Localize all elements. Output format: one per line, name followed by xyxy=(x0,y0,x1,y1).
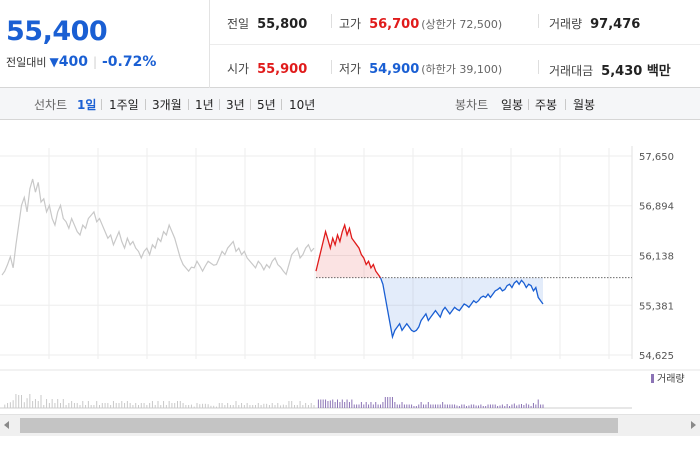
volume-bars xyxy=(0,369,700,409)
line-chart-label: 선차트 xyxy=(34,98,68,112)
y-tick-label: 57,650 xyxy=(639,152,674,163)
stat-label: 고가 xyxy=(339,17,362,31)
stat-trade-value: 거래대금 5,430 백만 xyxy=(549,60,671,79)
upper-limit: (상한가 72,500) xyxy=(421,18,503,31)
period-tab-3y[interactable]: 3년 xyxy=(226,98,245,112)
current-price: 55,400 xyxy=(6,16,108,47)
down-arrow-icon: ▼ xyxy=(49,55,59,69)
toolbar-divider xyxy=(250,99,251,110)
today-down-line xyxy=(379,277,544,340)
stat-value: 5,430 백만 xyxy=(601,64,671,79)
toolbar-divider xyxy=(528,99,529,110)
y-tick-label: 54,625 xyxy=(639,351,674,362)
stat-low: 저가 54,900 (하한가 39,100) xyxy=(339,60,502,77)
chart-grid xyxy=(0,146,633,359)
candle-tab-monthly[interactable]: 월봉 xyxy=(573,98,596,112)
scrollbar-thumb[interactable] xyxy=(20,418,618,433)
chart-scrollbar[interactable] xyxy=(0,414,700,436)
price-area-fills xyxy=(316,225,543,337)
today-up-line xyxy=(315,222,382,279)
volume-legend: 거래량 xyxy=(651,373,685,385)
stat-divider xyxy=(331,14,332,28)
candle-chart-label: 봉차트 xyxy=(455,98,489,112)
stat-divider xyxy=(538,14,539,28)
change-divider: | xyxy=(92,55,97,69)
above-reference-fill xyxy=(316,225,381,278)
period-tab-1y[interactable]: 1년 xyxy=(195,98,214,112)
y-tick-label: 55,381 xyxy=(639,301,674,312)
volume-legend-swatch xyxy=(651,374,654,383)
stat-prev-close: 전일 55,800 xyxy=(227,15,307,32)
period-tab-3m[interactable]: 3개월 xyxy=(152,98,182,112)
change-rate: -0.72% xyxy=(102,54,157,70)
period-tab-1w[interactable]: 1주일 xyxy=(109,98,139,112)
stat-label: 거래량 xyxy=(549,17,583,31)
stat-divider xyxy=(331,60,332,74)
period-tab-1d[interactable]: 1일 xyxy=(77,98,97,112)
stat-label: 시가 xyxy=(227,62,250,76)
stat-open: 시가 55,900 xyxy=(227,60,307,77)
stat-value: 97,476 xyxy=(590,17,641,32)
price-lines xyxy=(1,178,544,340)
price-change-line: 전일대비 ▼400 | -0.72% xyxy=(6,54,156,70)
stat-label: 거래대금 xyxy=(549,64,594,78)
toolbar-divider xyxy=(219,99,220,110)
toolbar-divider xyxy=(565,99,566,110)
stat-value: 54,900 xyxy=(369,62,420,77)
chart-period-toolbar: 선차트 1일 1주일 3개월 1년 3년 5년 10년 봉차트 일봉 주봉 월봉 xyxy=(0,88,700,120)
scroll-right-arrow-icon[interactable] xyxy=(691,421,696,429)
period-tab-5y[interactable]: 5년 xyxy=(257,98,276,112)
stat-value: 55,900 xyxy=(257,62,308,77)
volume-legend-label: 거래량 xyxy=(657,373,685,385)
stat-label: 전일 xyxy=(227,17,250,31)
toolbar-divider xyxy=(188,99,189,110)
scroll-left-arrow-icon[interactable] xyxy=(4,421,9,429)
stat-divider xyxy=(538,60,539,74)
previous-session-line xyxy=(1,178,315,276)
stat-value: 55,800 xyxy=(257,17,308,32)
lower-limit: (하한가 39,100) xyxy=(421,63,503,76)
stats-row-divider xyxy=(210,44,700,45)
stat-value: 56,700 xyxy=(369,17,420,32)
stat-label: 저가 xyxy=(339,62,362,76)
candle-tab-weekly[interactable]: 주봉 xyxy=(535,98,558,112)
y-tick-label: 56,138 xyxy=(639,251,674,262)
stat-high: 고가 56,700 (상한가 72,500) xyxy=(339,15,502,32)
candle-tab-daily[interactable]: 일봉 xyxy=(501,98,524,112)
period-tab-10y[interactable]: 10년 xyxy=(289,98,316,112)
current-price-box: 55,400 전일대비 ▼400 | -0.72% xyxy=(0,0,210,88)
intraday-price-chart[interactable]: 57,650 56,894 56,138 55,381 54,625 거래량 xyxy=(0,120,700,414)
toolbar-divider xyxy=(101,99,102,110)
toolbar-divider xyxy=(281,99,282,110)
toolbar-divider xyxy=(145,99,146,110)
quote-summary: 55,400 전일대비 ▼400 | -0.72% 전일 55,800 고가 56,700… xyxy=(0,0,700,88)
y-axis: 57,650 56,894 56,138 55,381 54,625 xyxy=(639,152,674,362)
change-amount: 400 xyxy=(58,54,88,70)
stat-volume: 거래량 97,476 xyxy=(549,15,640,32)
change-label: 전일대비 xyxy=(6,56,47,69)
y-tick-label: 56,894 xyxy=(639,202,674,213)
